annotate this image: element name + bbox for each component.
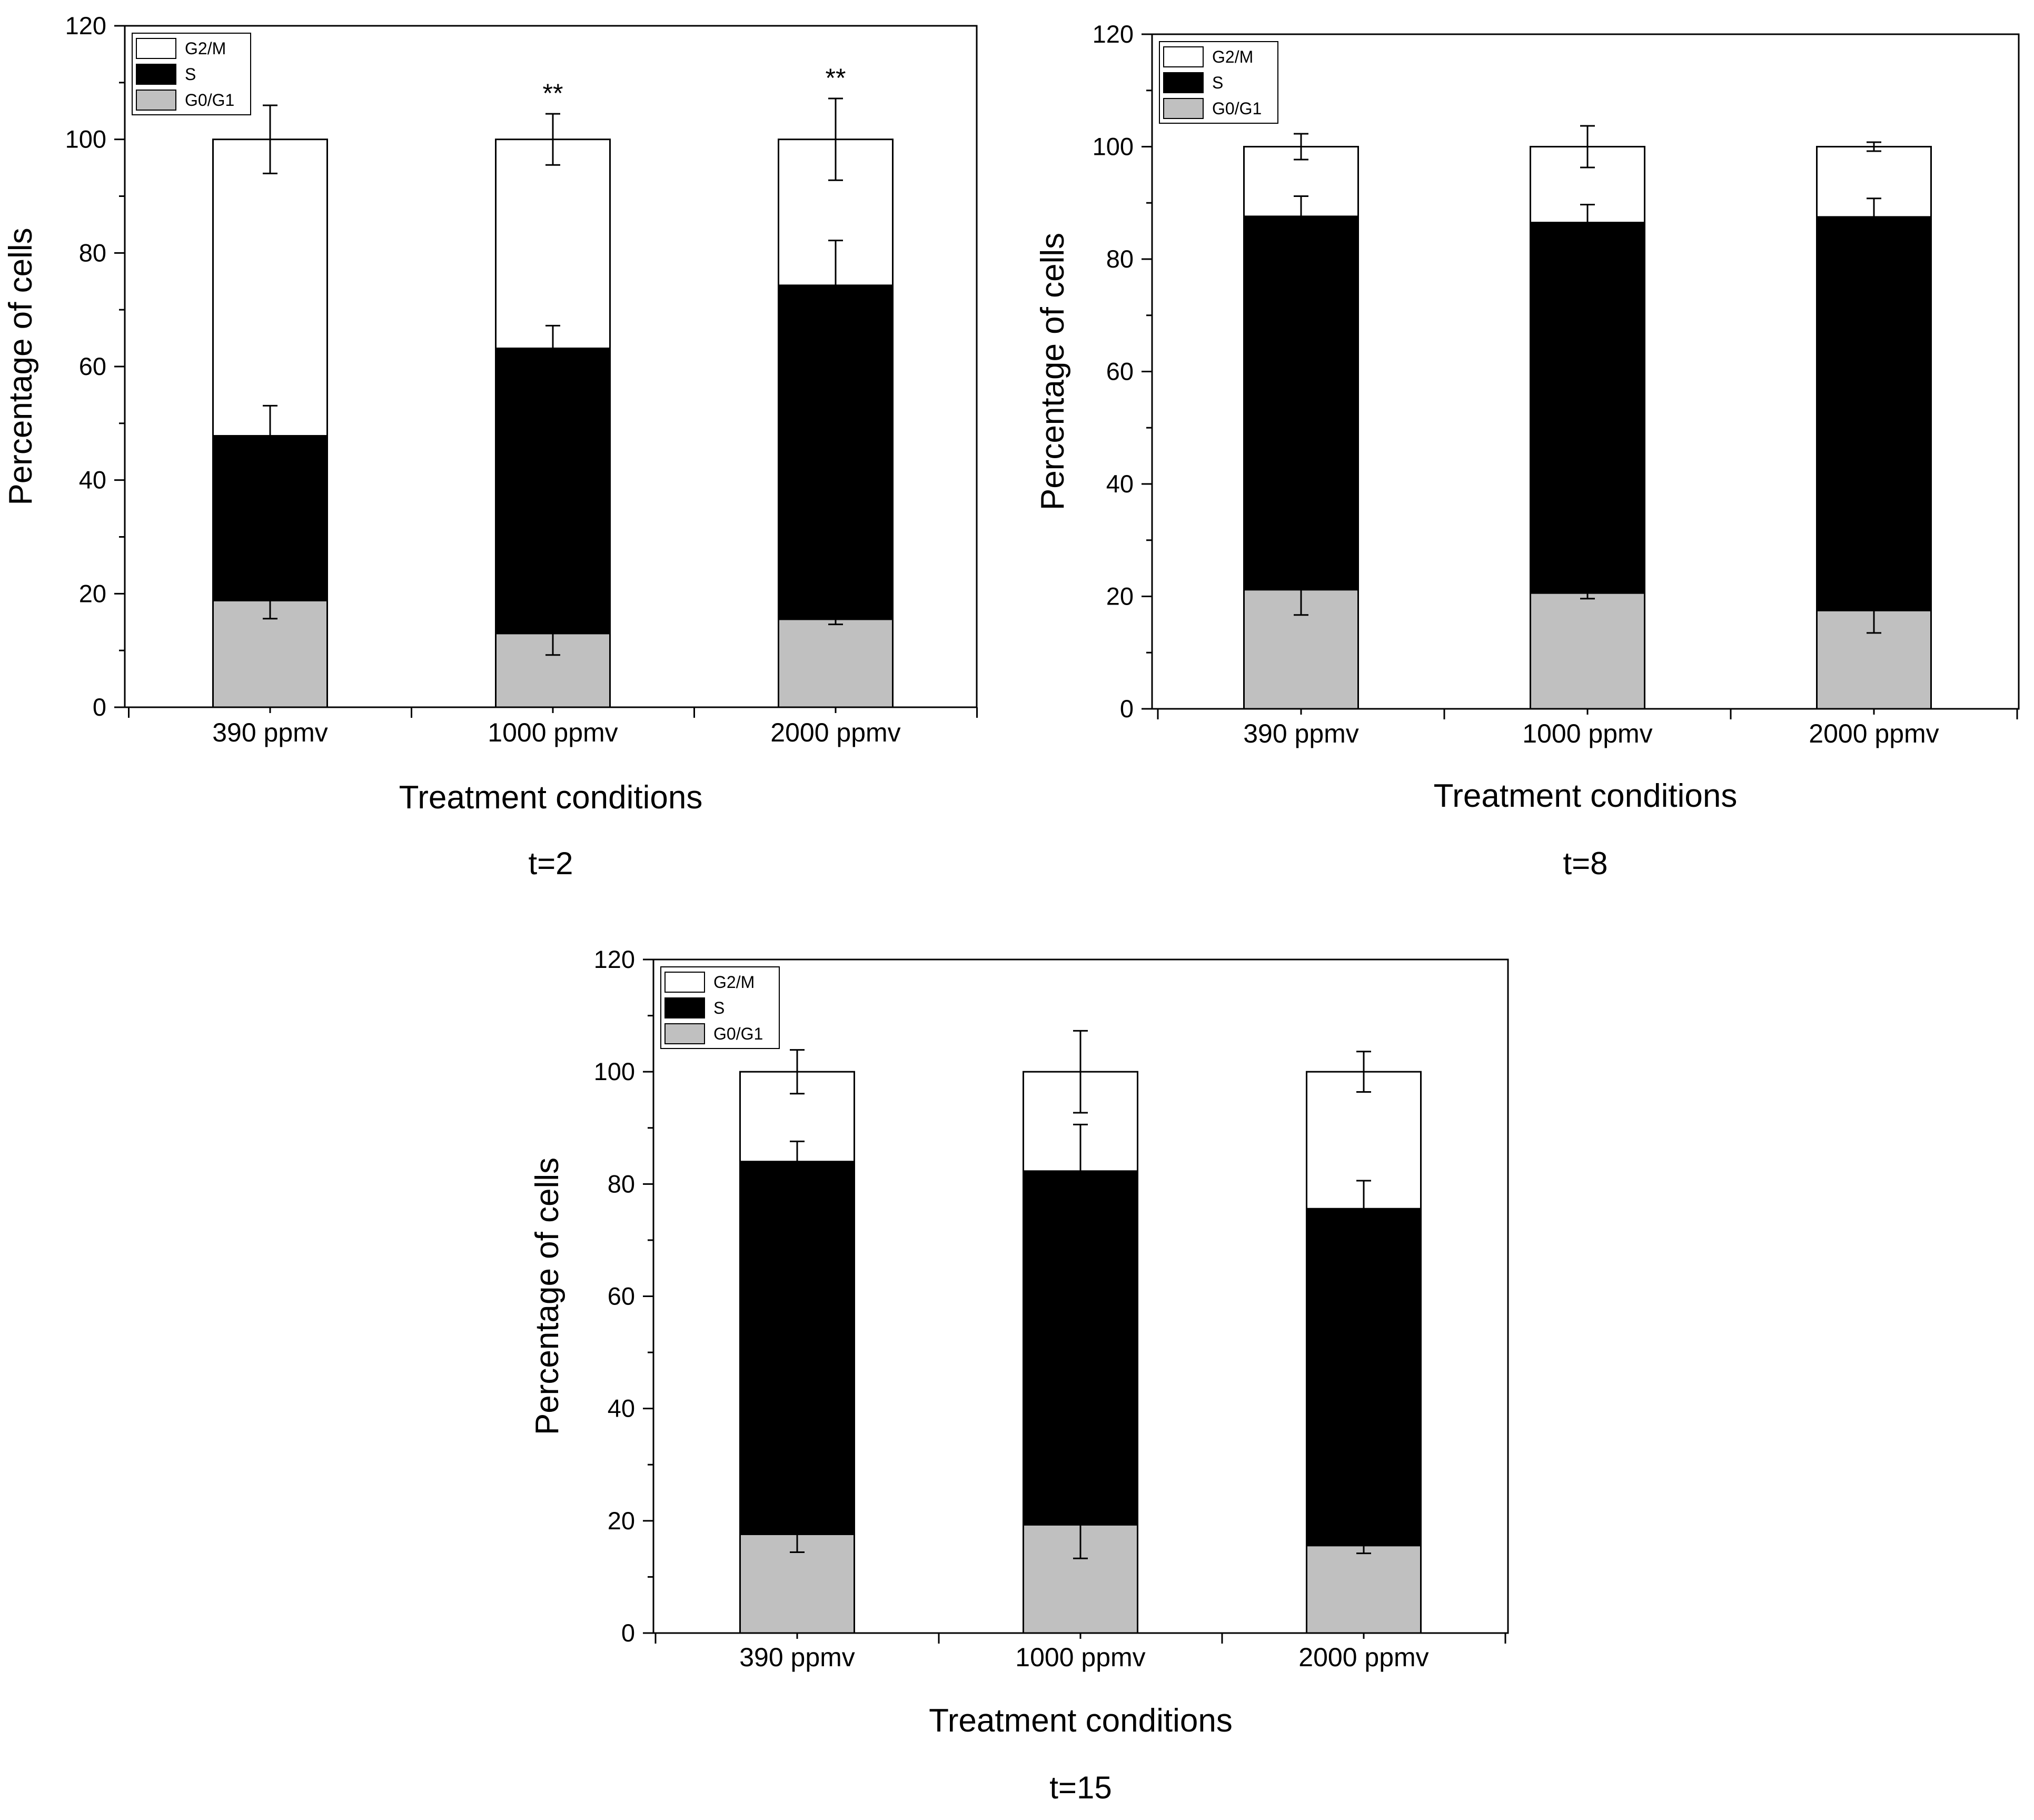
bar-s-2 (1530, 222, 1645, 594)
y-tick-label: 0 (1120, 695, 1134, 723)
bar-s-2 (1023, 1170, 1138, 1526)
y-axis-title: Percentage of cells (529, 1158, 565, 1435)
bar-g0-g1-2 (1530, 592, 1645, 710)
bar-g0-g1-3 (1306, 1545, 1422, 1634)
y-tick-label: 120 (65, 12, 106, 39)
y-axis-title: Percentage of cells (1035, 233, 1071, 510)
legend-label: S (1212, 73, 1223, 92)
significance-marker: ** (543, 78, 563, 108)
legend: G2/M S G0/G1 (1159, 41, 1278, 124)
bar-s-3 (778, 284, 894, 620)
y-tick-label: 0 (621, 1619, 635, 1647)
x-tick-label: 1000 ppmv (1015, 1643, 1145, 1672)
legend-label: G2/M (185, 39, 226, 58)
panel-caption: t=8 (1563, 846, 1608, 881)
legend: G2/M S G0/G1 (660, 966, 780, 1049)
y-tick-label: 60 (79, 352, 106, 380)
chart-panel-1: 0 20 40 60 80 100 120 390 ppmv 1000 ppmv 2000 ppm… (3, 12, 978, 881)
legend: G2/M S G0/G1 (132, 33, 251, 115)
y-tick-label: 20 (608, 1507, 635, 1535)
y-tick-label: 0 (93, 693, 106, 721)
y-tick-label: 80 (79, 239, 106, 266)
y-tick-label: 40 (79, 466, 106, 494)
panel-caption: t=15 (1049, 1770, 1112, 1805)
bar-g0-g1-1 (1243, 589, 1359, 710)
x-tick-label: 2000 ppmv (770, 718, 900, 747)
x-tick-label: 2000 ppmv (1298, 1643, 1428, 1672)
bar-s-1 (739, 1161, 855, 1535)
legend-label: G2/M (1212, 47, 1253, 66)
y-tick-label: 20 (1106, 582, 1134, 610)
y-tick-label: 80 (1106, 245, 1134, 273)
bar-g2-m-1 (212, 139, 328, 437)
legend-swatch (664, 997, 705, 1018)
x-tick-label: 2000 ppmv (1809, 719, 1939, 748)
x-axis-title: Treatment conditions (399, 779, 703, 816)
legend-label: G0/G1 (1212, 99, 1262, 118)
x-tick-label: 1000 ppmv (488, 718, 618, 747)
y-tick-label: 40 (608, 1394, 635, 1422)
x-tick-label: 390 ppmv (212, 718, 328, 747)
x-axis-title: Treatment conditions (929, 1703, 1233, 1739)
y-tick-label: 100 (594, 1057, 635, 1085)
legend-label: G0/G1 (185, 91, 234, 110)
legend-swatch (1163, 98, 1204, 119)
y-tick-label: 60 (1106, 358, 1134, 385)
legend-label: S (713, 998, 725, 1017)
y-tick-label: 20 (79, 579, 106, 607)
legend-label: S (185, 65, 196, 84)
legend-swatch (1163, 46, 1204, 67)
x-tick-label: 390 ppmv (739, 1643, 855, 1672)
y-tick-label: 80 (608, 1170, 635, 1198)
y-axis-title: Percentage of cells (3, 228, 39, 505)
bar-g0-g1-3 (778, 618, 894, 708)
chart-panel-2: 0 20 40 60 80 100 120 390 ppmv 1000 ppmv 2000 ppm… (1035, 20, 2020, 881)
x-tick-label: 390 ppmv (1243, 719, 1359, 748)
legend-swatch (1163, 72, 1204, 93)
bar-g2-m-2 (495, 139, 611, 349)
y-tick-label: 100 (1093, 133, 1134, 161)
y-tick-label: 40 (1106, 470, 1134, 498)
legend-swatch (136, 90, 176, 111)
y-tick-label: 60 (608, 1282, 635, 1310)
bar-s-2 (495, 347, 611, 635)
x-axis-title: Treatment conditions (1434, 778, 1738, 814)
panel-caption: t=2 (528, 846, 573, 881)
legend-swatch (664, 1023, 705, 1044)
legend-label: G0/G1 (713, 1024, 763, 1043)
legend-swatch (136, 38, 176, 59)
bar-s-3 (1306, 1208, 1422, 1547)
legend-swatch (664, 972, 705, 993)
x-tick-label: 1000 ppmv (1522, 719, 1652, 748)
y-tick-label: 100 (65, 125, 106, 153)
y-tick-label: 120 (594, 945, 635, 973)
legend-label: G2/M (713, 973, 755, 992)
legend-swatch (136, 64, 176, 85)
bar-s-3 (1816, 216, 1932, 611)
chart-panel-3: 0 20 40 60 80 100 120 390 ppmv 1000 ppmv 2000 ppm… (529, 945, 1509, 1805)
bar-s-1 (1243, 215, 1359, 591)
significance-marker: ** (826, 63, 846, 93)
y-tick-label: 120 (1093, 20, 1134, 48)
